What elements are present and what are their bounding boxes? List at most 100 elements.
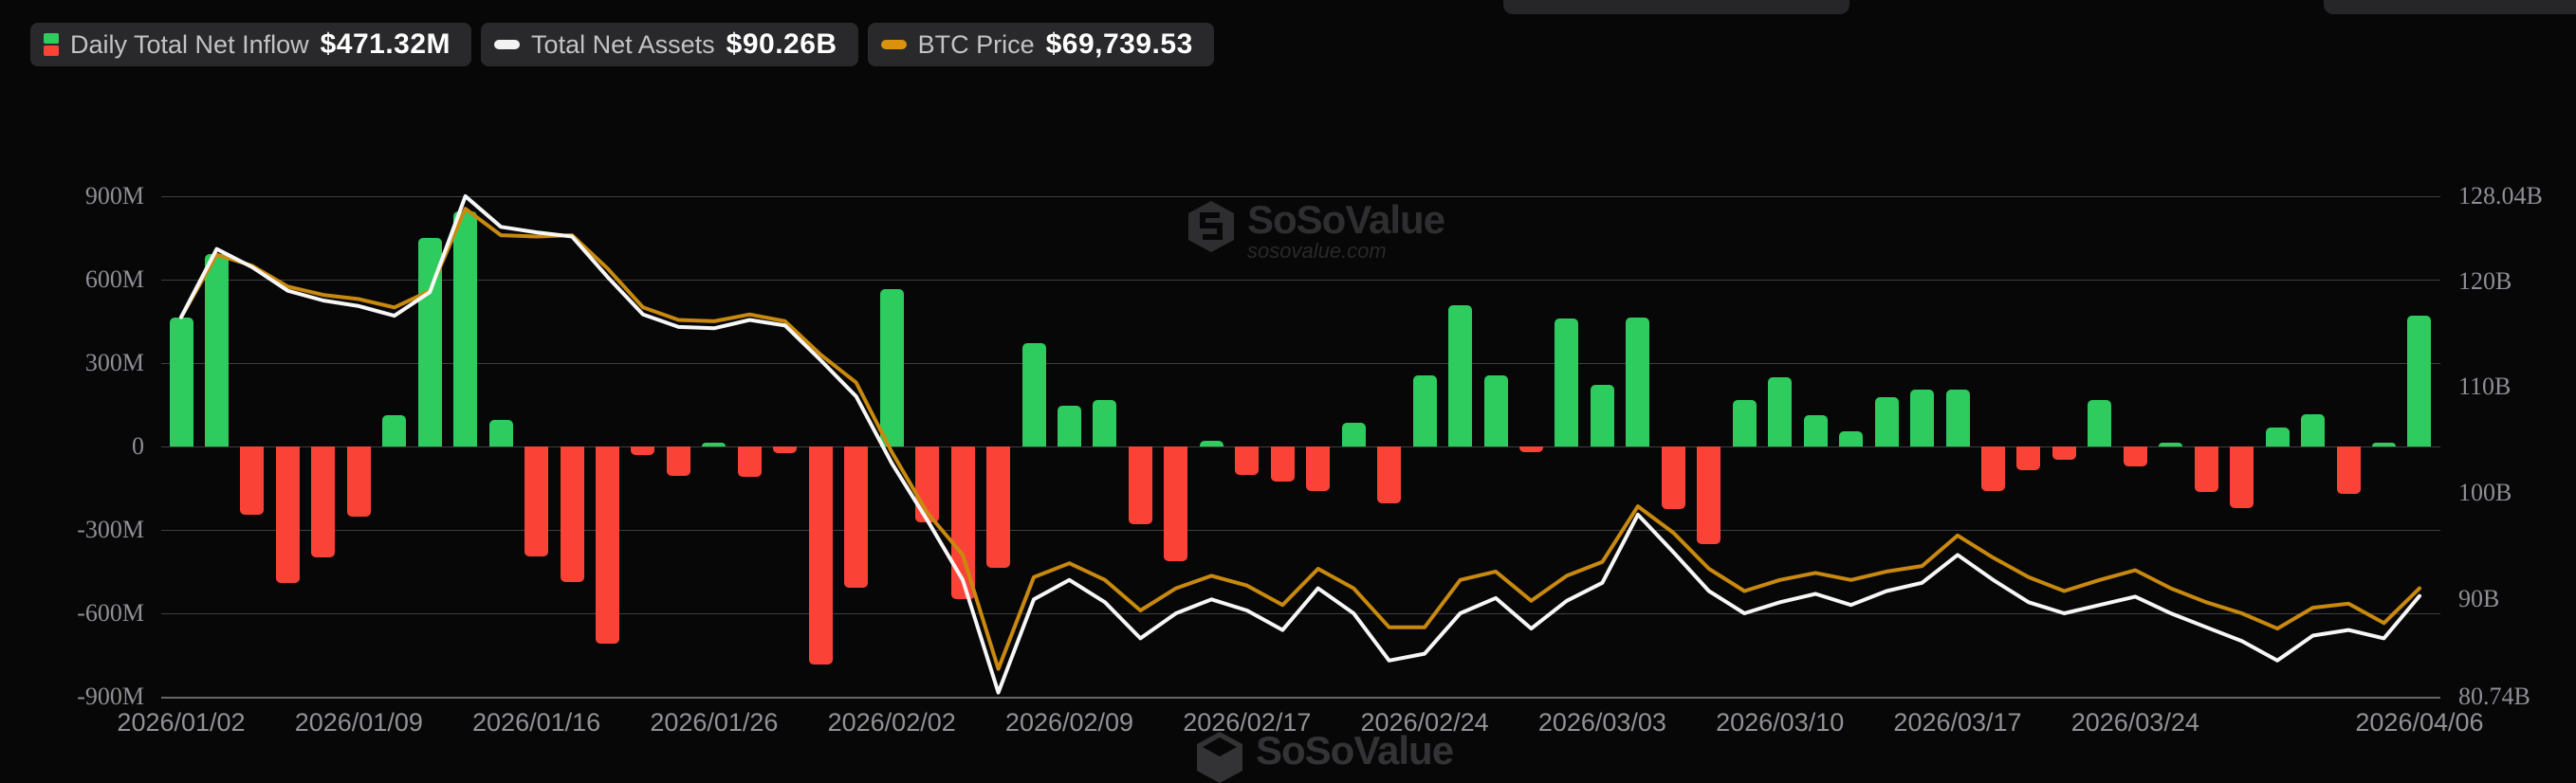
inflow-icon-red-square xyxy=(44,46,59,56)
btc-price-line[interactable] xyxy=(179,207,2421,671)
inflow-bar[interactable] xyxy=(1093,399,1117,446)
inflow-bar[interactable] xyxy=(1555,319,1579,446)
inflow-bar[interactable] xyxy=(844,446,869,588)
inflow-bars-icon xyxy=(44,33,59,56)
inflow-bar[interactable] xyxy=(1626,318,1650,446)
legend: Daily Total Net Inflow $471.32M Total Ne… xyxy=(30,23,1214,66)
legend-value: $90.26B xyxy=(726,28,837,60)
legend-item-total-net-assets[interactable]: Total Net Assets $90.26B xyxy=(481,23,858,66)
legend-label: Daily Total Net Inflow xyxy=(70,29,309,59)
inflow-bar[interactable] xyxy=(773,446,798,454)
inflow-bar[interactable] xyxy=(596,446,620,645)
inflow-bar[interactable] xyxy=(2016,446,2041,471)
inflow-bar[interactable] xyxy=(1874,396,1899,446)
legend-value: $69,739.53 xyxy=(1045,28,1193,60)
inflow-bar[interactable] xyxy=(204,253,229,446)
inflow-bar[interactable] xyxy=(986,446,1011,568)
inflow-bar[interactable] xyxy=(1910,390,1935,446)
line-series xyxy=(179,194,2421,695)
inflow-bar[interactable] xyxy=(1768,377,1793,446)
inflow-bar[interactable] xyxy=(1235,446,1260,475)
inflow-bar[interactable] xyxy=(737,446,762,478)
inflow-bar[interactable] xyxy=(1590,384,1614,446)
inflow-bar[interactable] xyxy=(631,446,655,455)
x-axis-tick-label: 2026/03/10 xyxy=(1716,708,1845,737)
inflow-bar[interactable] xyxy=(1448,304,1473,446)
inflow-bar[interactable] xyxy=(1518,446,1543,452)
inflow-bar[interactable] xyxy=(1377,446,1402,503)
inflow-bar[interactable] xyxy=(666,446,690,477)
inflow-bar[interactable] xyxy=(1270,446,1295,483)
inflow-bar[interactable] xyxy=(1412,374,1437,446)
x-axis-tick-label: 2026/01/02 xyxy=(117,708,246,737)
inflow-bar[interactable] xyxy=(2159,443,2183,446)
inflow-bar[interactable] xyxy=(2301,413,2326,446)
inflow-bar[interactable] xyxy=(311,446,336,558)
btc-price-line-icon xyxy=(880,40,907,49)
inflow-bar[interactable] xyxy=(169,317,193,446)
inflow-bar[interactable] xyxy=(1483,375,1508,446)
legend-label: BTC Price xyxy=(917,29,1035,59)
x-axis-tick-label: 2026/01/26 xyxy=(650,708,779,737)
inflow-bar[interactable] xyxy=(1980,446,2005,491)
inflow-bar[interactable] xyxy=(808,446,833,665)
inflow-bar[interactable] xyxy=(2088,399,2112,446)
inflow-bar[interactable] xyxy=(2230,446,2254,509)
inflow-bar[interactable] xyxy=(1128,446,1152,525)
right-axis-tick-label: 80.74B xyxy=(2458,683,2530,710)
x-axis-tick-label: 2026/02/09 xyxy=(1004,708,1134,737)
x-axis-tick-label: 2026/02/24 xyxy=(1360,708,1489,737)
right-axis-tick-label: 110B xyxy=(2458,373,2512,401)
inflow-bar[interactable] xyxy=(488,419,513,446)
inflow-bar[interactable] xyxy=(1021,342,1046,446)
top-toolbar-fragment-right xyxy=(2324,0,2576,14)
inflow-bar[interactable] xyxy=(1199,441,1224,446)
legend-value: $471.32M xyxy=(320,28,451,60)
inflow-bar[interactable] xyxy=(240,446,265,516)
inflow-bar[interactable] xyxy=(1839,431,1864,446)
legend-item-btc-price[interactable]: BTC Price $69,739.53 xyxy=(867,23,1214,66)
inflow-bar[interactable] xyxy=(524,446,549,556)
inflow-bar[interactable] xyxy=(560,446,584,583)
inflow-bar[interactable] xyxy=(1803,414,1828,446)
inflow-bar[interactable] xyxy=(1058,406,1081,446)
inflow-bar[interactable] xyxy=(2123,446,2147,466)
left-axis-tick-label: 0 xyxy=(132,432,144,460)
inflow-bar[interactable] xyxy=(2265,428,2290,446)
right-axis-tick-label: 120B xyxy=(2458,266,2512,295)
inflow-bar[interactable] xyxy=(2407,315,2432,446)
inflow-bar[interactable] xyxy=(1341,423,1366,446)
left-axis-tick-label: -300M xyxy=(77,516,144,543)
gridline--600M xyxy=(161,613,2440,614)
inflow-bar[interactable] xyxy=(1945,390,1970,446)
x-axis-tick-label: 2026/01/16 xyxy=(472,708,601,737)
inflow-bar[interactable] xyxy=(1661,446,1685,510)
legend-label: Total Net Assets xyxy=(531,29,715,59)
inflow-bar[interactable] xyxy=(453,210,478,446)
left-axis-tick-label: -600M xyxy=(77,599,144,627)
top-toolbar-fragment-left xyxy=(1503,0,1849,14)
inflow-bar[interactable] xyxy=(346,446,371,518)
x-axis-tick-label: 2026/03/17 xyxy=(1893,708,2022,737)
inflow-bar[interactable] xyxy=(879,289,904,446)
x-axis-tick-label: 2026/02/02 xyxy=(827,708,956,737)
inflow-bar[interactable] xyxy=(1697,446,1721,544)
inflow-bar[interactable] xyxy=(275,446,300,583)
inflow-bar[interactable] xyxy=(1164,446,1188,562)
net-assets-line-icon xyxy=(494,40,521,49)
inflow-bar[interactable] xyxy=(1732,399,1757,446)
inflow-bar[interactable] xyxy=(382,415,407,446)
inflow-bar[interactable] xyxy=(2372,443,2397,446)
left-axis-tick-label: -900M xyxy=(77,683,144,710)
inflow-bar[interactable] xyxy=(2336,446,2361,495)
total-net-assets-line[interactable] xyxy=(179,194,2421,695)
inflow-bar[interactable] xyxy=(1306,446,1331,491)
legend-item-daily-net-inflow[interactable]: Daily Total Net Inflow $471.32M xyxy=(30,23,472,66)
inflow-bar[interactable] xyxy=(2052,446,2076,461)
x-axis-tick-label: 2026/04/06 xyxy=(2355,708,2484,737)
left-axis-tick-label: 900M xyxy=(84,182,144,209)
right-axis-tick-label: 128.04B xyxy=(2458,182,2543,209)
inflow-bar[interactable] xyxy=(702,443,727,446)
chart-plot-area[interactable]: 900M 600M 300M 0 -300M -600M -900M 128.04B 120B… xyxy=(0,0,2576,745)
inflow-bar[interactable] xyxy=(2194,446,2218,493)
